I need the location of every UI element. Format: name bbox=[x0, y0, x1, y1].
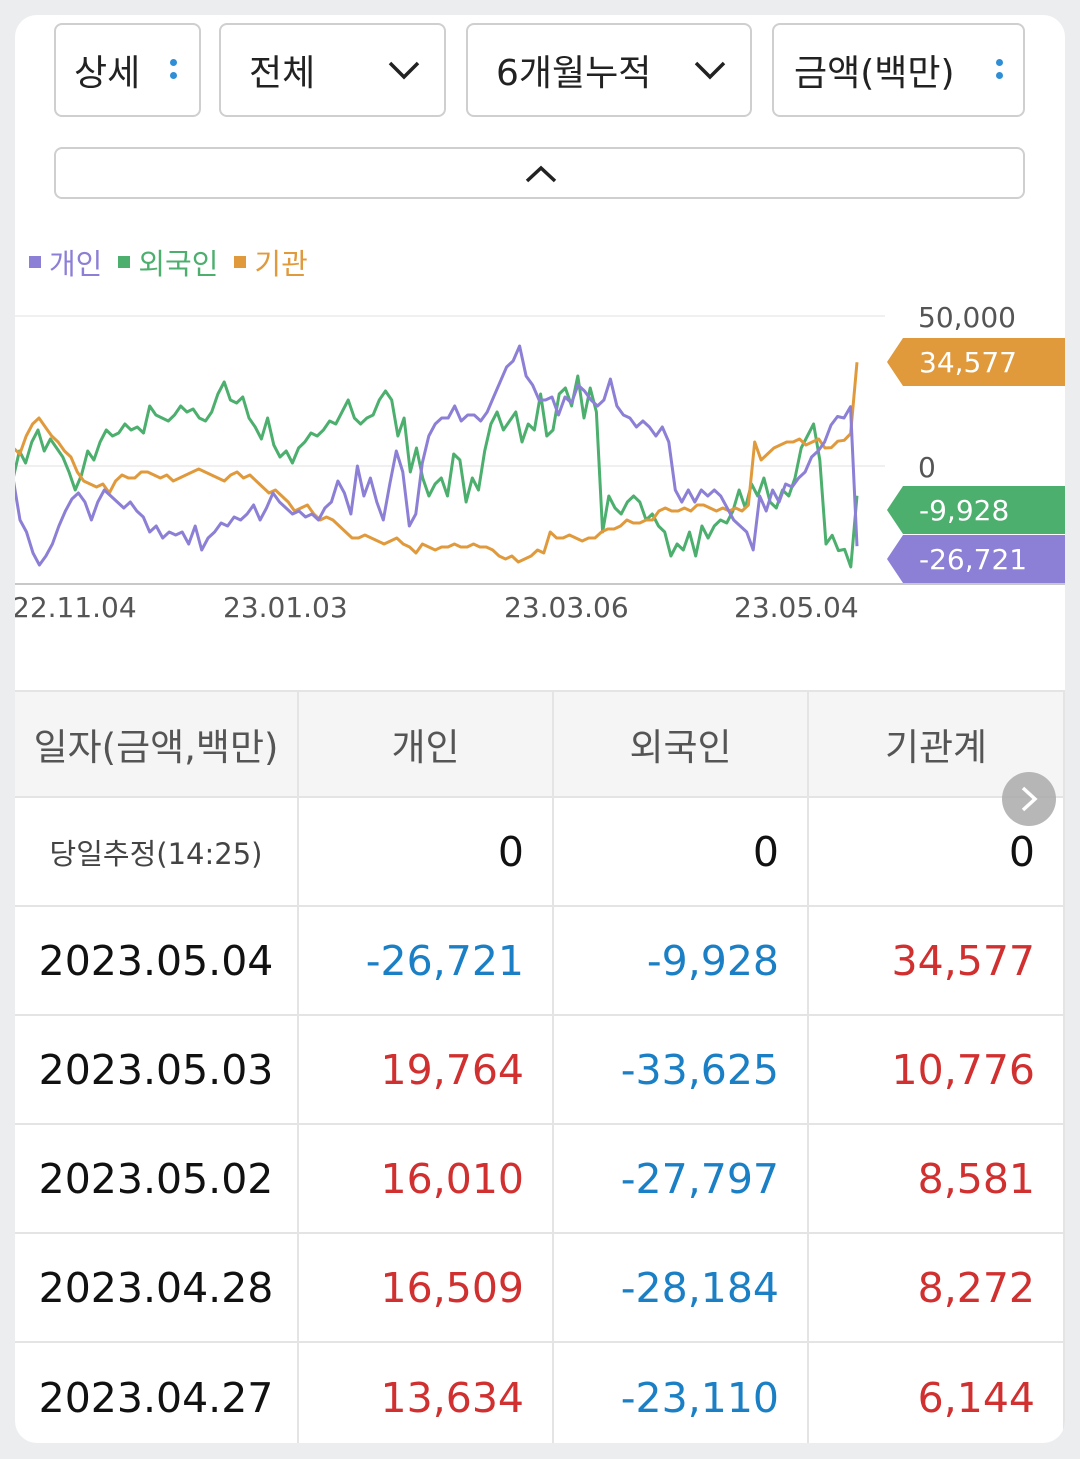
row-foreign: -23,110 bbox=[620, 1373, 779, 1422]
row-foreign: -27,797 bbox=[620, 1154, 779, 1203]
legend-item-foreign: 외국인 bbox=[118, 241, 218, 283]
unit-label: 금액(백만) bbox=[794, 53, 955, 94]
chart-legend: 개인 외국인 기관 bbox=[29, 241, 308, 283]
legend-swatch bbox=[29, 256, 41, 268]
legend-swatch bbox=[234, 256, 247, 268]
row-date: 2023.04.27 bbox=[38, 1373, 274, 1422]
legend-swatch bbox=[118, 256, 131, 268]
series-line bbox=[15, 362, 859, 564]
chevron-right-icon bbox=[1021, 786, 1038, 812]
chart-collapse-button[interactable] bbox=[54, 147, 1025, 199]
detail-selector[interactable]: 상세 bbox=[54, 23, 201, 117]
header-institution: 기관계 bbox=[809, 692, 1065, 796]
vertical-dots-icon bbox=[170, 53, 178, 85]
next-columns-button[interactable] bbox=[1002, 772, 1056, 826]
period-label: 6개월누적 bbox=[496, 53, 652, 94]
series-line bbox=[15, 374, 859, 569]
x-tick-label: 22.11.04 bbox=[15, 591, 137, 624]
series-line bbox=[15, 344, 859, 567]
row-date: 2023.05.03 bbox=[38, 1045, 274, 1094]
last-value-label: 34,577 bbox=[919, 346, 1017, 379]
x-tick-label: 23.01.03 bbox=[223, 591, 348, 624]
chevron-up-icon bbox=[525, 165, 557, 183]
table-header: 일자(금액,백만) 개인 외국인 기관계 bbox=[15, 690, 1065, 798]
row-date: 2023.04.28 bbox=[38, 1263, 274, 1312]
chevron-down-icon bbox=[388, 61, 420, 80]
row-foreign: -9,928 bbox=[646, 936, 779, 985]
row-individual: 16,010 bbox=[380, 1154, 524, 1203]
row-institution: 34,577 bbox=[891, 936, 1035, 985]
scope-dropdown[interactable]: 전체 bbox=[219, 23, 446, 117]
y-tick-label: 0 bbox=[918, 451, 936, 484]
estimate-label: 당일추정(14:25) bbox=[15, 798, 299, 905]
table-row: 2023.04.27 13,634 -23,110 6,144 bbox=[15, 1343, 1065, 1443]
row-individual: 19,764 bbox=[380, 1045, 524, 1094]
legend-label: 외국인 bbox=[138, 247, 219, 281]
period-dropdown[interactable]: 6개월누적 bbox=[466, 23, 752, 117]
last-value-label: -9,928 bbox=[919, 494, 1009, 527]
legend-label: 개인 bbox=[49, 247, 103, 281]
row-individual: -26,721 bbox=[365, 936, 524, 985]
table-row: 2023.05.02 16,010 -27,797 8,581 bbox=[15, 1125, 1065, 1234]
row-date: 2023.05.04 bbox=[38, 936, 274, 985]
last-value-label: -26,721 bbox=[919, 543, 1027, 576]
unit-selector[interactable]: 금액(백만) bbox=[772, 23, 1025, 117]
detail-label: 상세 bbox=[74, 53, 141, 94]
chevron-down-icon bbox=[694, 61, 726, 80]
last-value-flag: 34,577 bbox=[887, 338, 1065, 386]
row-individual: 16,509 bbox=[380, 1263, 524, 1312]
estimate-institution: 0 bbox=[1008, 827, 1035, 876]
estimate-individual: 0 bbox=[497, 827, 524, 876]
header-foreign: 외국인 bbox=[554, 692, 809, 796]
x-tick-label: 23.05.04 bbox=[734, 591, 859, 624]
row-institution: 10,776 bbox=[891, 1045, 1035, 1094]
last-value-flag: -26,721 bbox=[887, 535, 1065, 583]
header-individual: 개인 bbox=[299, 692, 554, 796]
vertical-dots-icon bbox=[996, 53, 1004, 85]
estimate-foreign: 0 bbox=[752, 827, 779, 876]
header-date: 일자(금액,백만) bbox=[15, 692, 299, 796]
legend-label: 기관 bbox=[254, 247, 308, 281]
table-row: 2023.04.28 16,509 -28,184 8,272 bbox=[15, 1234, 1065, 1343]
last-value-flag: -9,928 bbox=[887, 486, 1065, 534]
row-institution: 8,581 bbox=[917, 1154, 1035, 1203]
row-foreign: -28,184 bbox=[620, 1263, 779, 1312]
x-tick-label: 23.03.06 bbox=[504, 591, 629, 624]
scope-label: 전체 bbox=[249, 53, 316, 94]
row-foreign: -33,625 bbox=[620, 1045, 779, 1094]
table-row-estimate: 당일추정(14:25) 0 0 0 bbox=[15, 798, 1065, 907]
table-row: 2023.05.03 19,764 -33,625 10,776 bbox=[15, 1016, 1065, 1125]
row-individual: 13,634 bbox=[380, 1373, 524, 1422]
row-institution: 6,144 bbox=[917, 1373, 1035, 1422]
table-row: 2023.05.04 -26,721 -9,928 34,577 bbox=[15, 907, 1065, 1016]
legend-item-individual: 개인 bbox=[29, 241, 102, 283]
y-tick-label: 50,000 bbox=[918, 301, 1016, 334]
investor-line-chart[interactable]: 50,000 0 34,577 -9,928 -26,721 22.11.04 23.0… bbox=[15, 295, 1065, 640]
legend-item-institution: 기관 bbox=[234, 241, 308, 283]
row-date: 2023.05.02 bbox=[38, 1154, 274, 1203]
row-institution: 8,272 bbox=[917, 1263, 1035, 1312]
investor-trend-card: 상세 전체 6개월누적 금액(백만) 개인 외국인 bbox=[15, 15, 1065, 1443]
